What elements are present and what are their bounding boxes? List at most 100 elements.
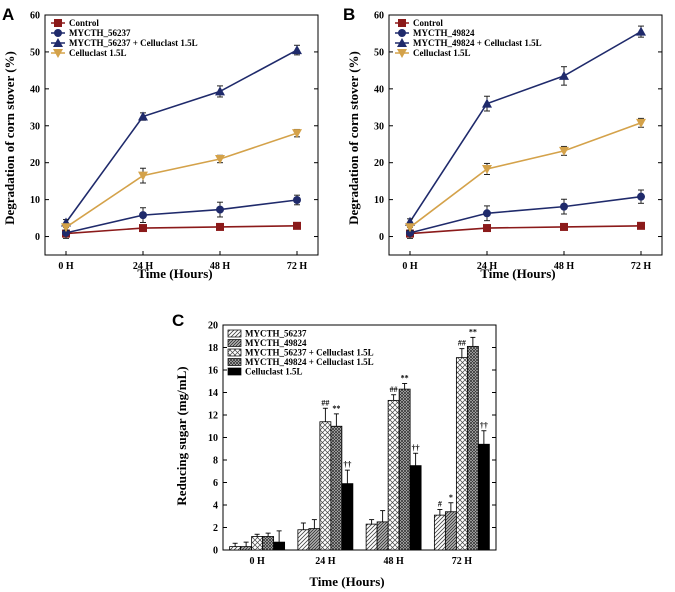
panel-a-x-tick-label: 72 H	[287, 261, 308, 272]
panel-a-letter: A	[2, 5, 14, 24]
panel-b-legend-label: Control	[413, 18, 443, 28]
panel-b-line-chart: B Degradation of corn stover (%) Time (H…	[343, 5, 663, 281]
panel-c-x-tick-label: 24 H	[315, 556, 336, 567]
panel-b-legend-label: MYCTH_49824	[413, 28, 475, 38]
panel-c-x-tick-label: 0 H	[249, 556, 265, 567]
panel-c-legend-label: Celluclast 1.5L	[245, 367, 303, 377]
panel-b-legend-marker	[397, 38, 407, 47]
panel-a-series-line	[65, 49, 298, 223]
panel-a-legend-label: MYCTH_56237 + Celluclast 1.5L	[69, 38, 198, 48]
panel-a-data-point	[139, 224, 147, 233]
panel-a-series-line	[65, 225, 298, 235]
panel-a-legend-label: Control	[69, 18, 99, 28]
panel-c-significance-mark: ##	[458, 339, 466, 348]
panel-c-y-tick-label: 6	[213, 478, 218, 489]
panel-b-data-point	[483, 209, 491, 218]
panel-c-bar	[387, 399, 400, 551]
panel-a-data-point	[216, 222, 224, 231]
panel-c-x-tick-label: 48 H	[383, 556, 404, 567]
panel-b-x-tick-label: 48 H	[554, 261, 575, 272]
panel-b-y-axis-title: Degradation of corn stover (%)	[346, 51, 361, 225]
panel-c-bar	[365, 523, 378, 551]
panel-c-letter: C	[172, 311, 184, 330]
panel-c-significance-mark: ††	[480, 421, 488, 430]
panel-a-x-tick-label: 24 H	[133, 261, 154, 272]
panel-b-legend-marker	[397, 49, 407, 58]
panel-b-x-tick-label: 24 H	[477, 261, 498, 272]
panel-c-legend-swatch	[227, 329, 242, 338]
panel-c-legend-label: MYCTH_56237 + Celluclast 1.5L	[245, 348, 374, 358]
panel-b-data-point	[637, 221, 645, 230]
panel-c-bar	[251, 536, 264, 551]
panel-a-data-point	[215, 155, 225, 164]
panel-c-bar	[319, 421, 332, 551]
panel-a-y-tick-label: 0	[35, 232, 40, 243]
panel-a-series-line	[65, 199, 298, 234]
panel-b-x-tick-label: 0 H	[402, 261, 418, 272]
panel-c-significance-mark: **	[469, 327, 477, 336]
panel-b-letter: B	[343, 5, 355, 24]
panel-b-legend-label: Celluclast 1.5L	[413, 48, 471, 58]
panel-b-data-point	[406, 228, 414, 237]
panel-c-y-tick-label: 4	[213, 501, 218, 512]
panel-c-bar	[240, 546, 253, 551]
panel-a-plot-frame	[44, 14, 319, 256]
panel-c-legend-label: MYCTH_56237	[245, 329, 307, 339]
panel-c-bar	[477, 443, 490, 551]
panel-a-y-tick-label: 10	[30, 195, 40, 206]
panel-c-significance-mark: **	[332, 404, 340, 413]
panel-c-legend-swatch	[227, 358, 242, 366]
panel-b-y-tick-label: 20	[374, 158, 384, 169]
panel-c-legend-swatch	[227, 339, 242, 347]
panel-a-x-tick-label: 0 H	[58, 261, 74, 272]
panel-a-y-tick-label: 30	[30, 121, 40, 132]
panel-b-y-tick-label: 60	[374, 11, 384, 22]
panel-c-significance-mark: *	[449, 493, 453, 502]
panel-c-bar	[229, 546, 242, 551]
panel-b-data-point	[636, 26, 646, 36]
panel-b-plot-frame	[388, 14, 663, 256]
panel-c-y-tick-label: 14	[208, 388, 218, 399]
panel-b-data-point	[559, 70, 569, 80]
panel-a-y-tick-label: 40	[30, 84, 40, 95]
panel-a-y-tick-label: 50	[30, 47, 40, 58]
panel-b-y-tick-label: 50	[374, 47, 384, 58]
panel-b-y-tick-label: 40	[374, 84, 384, 95]
panel-b-x-tick-label: 72 H	[631, 261, 652, 272]
panel-a-data-point	[292, 45, 302, 55]
panel-c-legend-label: MYCTH_49824 + Celluclast 1.5L	[245, 357, 374, 367]
panel-b-data-point	[560, 222, 568, 231]
panel-a-data-point	[293, 195, 301, 204]
panel-c-significance-mark: ††	[343, 460, 351, 469]
panel-c-bar	[341, 483, 354, 551]
panel-a-data-point	[139, 211, 147, 220]
panel-a-legend-marker	[54, 19, 62, 27]
panel-a-legend-marker	[53, 49, 63, 58]
panel-a-y-axis-title: Degradation of corn stover (%)	[2, 51, 17, 225]
panel-a-y-tick-label: 60	[30, 11, 40, 22]
panel-c-legend-label: MYCTH_49824	[245, 338, 307, 348]
panel-a-line-chart: A Degradation of corn stover (%) Time (H…	[2, 5, 319, 281]
panel-b-data-point	[405, 223, 415, 233]
panel-c-bar	[444, 511, 457, 551]
panel-b-legend-label: MYCTH_49824 + Celluclast 1.5L	[413, 38, 542, 48]
panel-c-y-tick-label: 16	[208, 366, 218, 377]
panel-a-legend-label: Celluclast 1.5L	[69, 48, 127, 58]
panel-c-bar	[433, 514, 446, 551]
panel-c-y-tick-label: 20	[208, 321, 218, 332]
panel-a-data-point	[215, 86, 225, 96]
panel-b-x-axis-title: Time (Hours)	[480, 266, 555, 281]
panel-c-y-tick-label: 10	[208, 433, 218, 444]
panel-b-series-line	[409, 122, 642, 228]
panel-c-legend-swatch	[227, 348, 242, 357]
panel-c-legend-swatch	[227, 367, 242, 376]
panel-c-x-axis-title: Time (Hours)	[309, 574, 384, 589]
panel-b-data-point	[482, 164, 492, 174]
panel-a-data-point	[62, 228, 70, 237]
panel-a-data-point	[216, 205, 224, 214]
panel-c-bar	[330, 425, 343, 551]
